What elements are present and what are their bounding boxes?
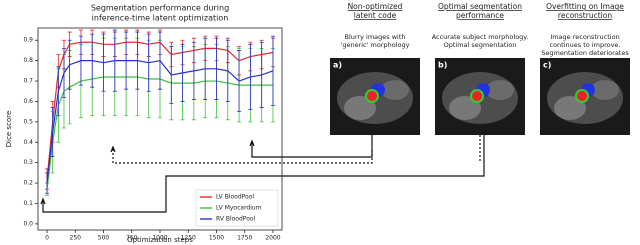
y-tick-label: 0.6 (23, 98, 33, 105)
chart-title: Segmentation performance during (91, 4, 229, 13)
x-axis-label: Optimization steps (127, 236, 193, 244)
y-tick-label: 0.3 (23, 159, 33, 166)
y-tick-label: 0.5 (23, 118, 33, 125)
connector (42, 135, 485, 213)
x-tick-label: 500 (98, 235, 110, 242)
panel-description: Accurate subject morphology. (432, 33, 529, 41)
chart-title: inference-time latent optimization (92, 14, 229, 23)
y-tick-label: 0.4 (23, 139, 33, 146)
panel-label: a) (333, 61, 342, 70)
x-tick-label: 750 (126, 235, 138, 242)
legend-label: RV BloodPool (216, 216, 256, 223)
x-tick-label: 250 (70, 235, 82, 242)
tissue (449, 96, 481, 120)
tissue (486, 80, 514, 100)
panel-description: 'generic' morphology (341, 41, 410, 49)
panel-description: Image reconstruction (550, 33, 619, 41)
mri-image (330, 58, 420, 135)
x-tick-label: 1500 (209, 235, 224, 242)
panel-title: Optimal segmentation (438, 2, 522, 11)
y-axis-label: Dice score (5, 111, 13, 148)
y-tick-label: 0.2 (23, 180, 33, 187)
y-tick-label: 0.8 (23, 57, 33, 64)
panel-title: Overfitting on Image (546, 2, 624, 11)
legend-label: LV Myocardium (216, 205, 262, 212)
panel-title: reconstruction (558, 11, 612, 20)
panel-description: Segmentation deteriorates (541, 49, 629, 57)
mri-image (435, 58, 525, 135)
lv-mask (472, 91, 482, 101)
tissue (591, 80, 619, 100)
y-tick-label: 0.0 (23, 220, 33, 227)
y-tick-label: 0.1 (23, 200, 33, 207)
panel-label: b) (438, 61, 447, 70)
panel-title: latent code (354, 11, 397, 20)
lv-mask (367, 91, 377, 101)
tissue (381, 80, 409, 100)
panel-title: performance (456, 11, 504, 20)
panel-title: Non-optimized (348, 2, 403, 11)
tissue (344, 96, 376, 120)
series-line (46, 59, 274, 184)
arrow-head (249, 139, 255, 147)
x-tick-label: 1000 (152, 235, 167, 242)
x-tick-label: 1250 (181, 235, 196, 242)
x-tick-label: 2000 (265, 235, 280, 242)
panel-description: continues to improve. (550, 41, 621, 49)
panel-label: c) (543, 61, 551, 70)
x-tick-label: 0 (45, 235, 49, 242)
panel-description: Blurry images with (344, 33, 405, 41)
arrow-head (40, 197, 46, 205)
y-tick-label: 0.7 (23, 78, 33, 85)
connector (112, 148, 373, 164)
mri-image (540, 58, 630, 135)
connectors (40, 135, 485, 213)
lv-mask (577, 91, 587, 101)
x-tick-label: 1750 (237, 235, 252, 242)
panel-description: Optimal segmentation (444, 41, 517, 49)
y-tick-label: 0.9 (23, 37, 33, 44)
error-bar (270, 35, 275, 106)
legend-label: LV BloodPool (216, 194, 254, 201)
connector (251, 135, 373, 158)
tissue (554, 96, 586, 120)
arrow-head (110, 145, 116, 153)
